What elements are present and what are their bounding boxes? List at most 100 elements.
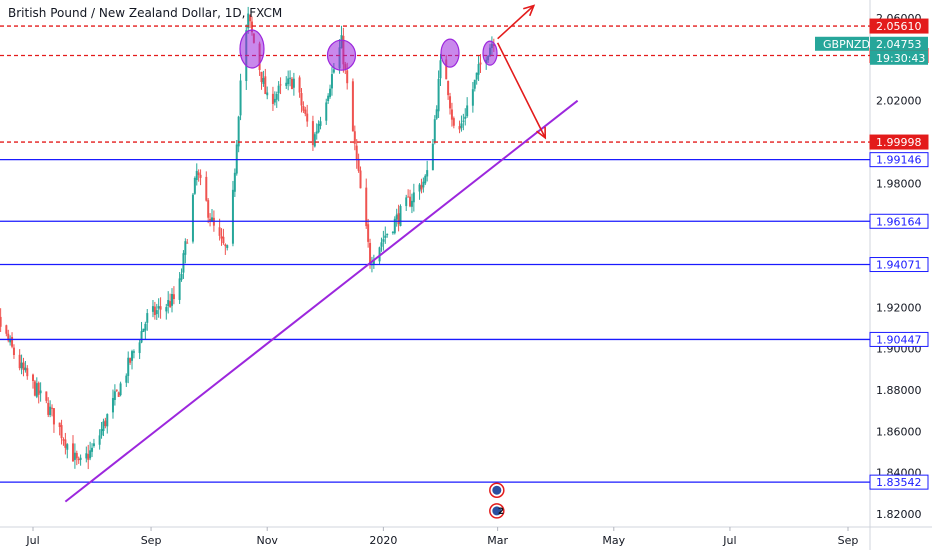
candle-body <box>367 224 370 242</box>
highlight-ellipse-1 <box>326 39 357 71</box>
candle-body <box>426 170 429 177</box>
x-tick-label-3: 2020 <box>369 534 397 547</box>
candle-body <box>226 245 229 248</box>
candle-body <box>71 443 74 462</box>
candle-body <box>382 239 385 242</box>
candle-body <box>98 435 101 445</box>
candle-body <box>437 78 440 112</box>
x-tick-label-7: Sep <box>838 534 859 547</box>
candle-body <box>146 313 149 323</box>
level-tag-3 <box>869 152 929 168</box>
candle-body <box>151 306 154 312</box>
candle-body <box>277 85 280 94</box>
x-tick-label-5: May <box>602 534 625 547</box>
candle-body <box>111 398 114 413</box>
y-tick-label-6: 1.86000 <box>876 425 922 438</box>
candle-body <box>32 374 34 381</box>
candle-body <box>372 260 375 265</box>
candle-body <box>197 172 200 176</box>
price-tag <box>870 36 928 51</box>
candle-body <box>298 77 301 93</box>
candle-body <box>473 79 476 89</box>
candle-body <box>325 102 328 121</box>
candle-body <box>207 200 210 218</box>
candle-body <box>384 235 387 238</box>
candle-body <box>100 429 103 436</box>
candle-body <box>249 14 252 22</box>
candle-body <box>475 72 478 80</box>
x-tick-label-0: Jul <box>25 534 39 547</box>
event-flag-icon-1 <box>492 506 502 516</box>
highlight-ellipse-3 <box>482 40 498 66</box>
candle-body <box>52 408 55 425</box>
candle-body <box>273 98 276 103</box>
y-tick-label-8: 1.82000 <box>876 508 922 521</box>
countdown-tag <box>870 50 928 65</box>
candle-body <box>12 347 15 355</box>
level-tag-0 <box>869 18 929 34</box>
candle-body <box>346 70 349 84</box>
candle-body <box>332 69 335 73</box>
candle-body <box>153 306 156 316</box>
candle-body <box>424 175 427 184</box>
candle-body <box>330 74 333 89</box>
candle-body <box>171 294 174 306</box>
symbol-tag <box>815 36 869 51</box>
candle-body <box>439 60 442 79</box>
countdown-tag-label: 19:30:43 <box>876 52 925 65</box>
level-tag-label-7: 1.83542 <box>876 476 922 489</box>
levels-layer <box>0 25 870 483</box>
trendline <box>64 99 579 503</box>
candle-body <box>306 113 309 122</box>
candle-body <box>222 236 225 244</box>
candle-body <box>239 80 242 116</box>
candle-body <box>386 233 389 236</box>
candle-body <box>39 390 42 394</box>
candle-body <box>7 333 10 341</box>
candle-body <box>186 242 189 244</box>
arrow-shaft-1 <box>496 42 546 139</box>
candle-body <box>317 123 320 133</box>
candle-body <box>302 105 305 111</box>
candle-body <box>209 218 212 221</box>
level-tag-label-3: 1.99146 <box>876 154 922 167</box>
candle-body <box>220 236 223 239</box>
candle-body <box>399 206 402 226</box>
candle-body <box>127 357 130 376</box>
candle-body <box>359 170 362 189</box>
candle-body <box>460 123 463 128</box>
candle-body <box>462 120 465 122</box>
level-tag-label-2: 1.99998 <box>876 136 922 149</box>
candle-body <box>26 368 29 377</box>
candle-body <box>159 306 162 310</box>
level-tag-label-0: 2.05610 <box>876 20 922 33</box>
candle-body <box>102 421 105 432</box>
candle-body <box>195 170 198 181</box>
candles-layer <box>0 6 495 470</box>
candle-body <box>129 358 132 363</box>
candle-body <box>380 242 383 247</box>
candle-body <box>167 300 170 307</box>
candle-body <box>422 181 425 188</box>
arrow-shaft-0 <box>497 5 535 40</box>
candle-body <box>290 78 293 90</box>
candle-body <box>75 453 78 459</box>
candle-body <box>433 119 436 143</box>
symbol-tag-label: GBPNZD <box>823 38 870 51</box>
candle-body <box>92 443 95 446</box>
level-tag-label-4: 1.96164 <box>876 215 922 228</box>
candle-body <box>155 310 158 315</box>
candle-body <box>327 95 330 102</box>
candle-body <box>266 92 269 96</box>
x-tick-label-4: Mar <box>487 534 508 547</box>
arrow-head-0 <box>523 4 536 17</box>
candle-body <box>466 105 469 117</box>
event-count-1: 2 <box>498 507 504 517</box>
candle-body <box>193 178 196 194</box>
candle-body <box>131 351 134 361</box>
candle-body <box>471 89 474 106</box>
arrow-head-1 <box>536 126 547 140</box>
candle-body <box>191 194 194 242</box>
candle-body <box>395 214 398 220</box>
